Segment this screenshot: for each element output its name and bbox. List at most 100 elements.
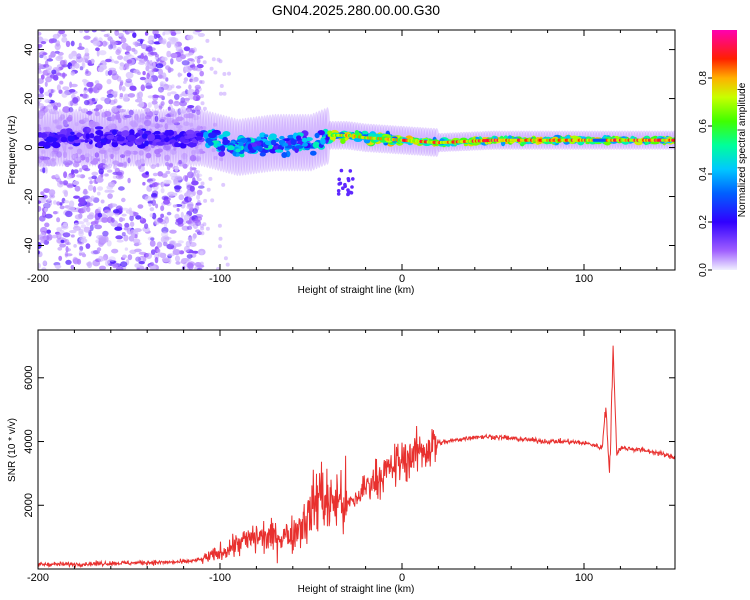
ridge-blob bbox=[279, 135, 285, 140]
noise-blob bbox=[216, 267, 220, 270]
x-tick-label: -200 bbox=[27, 572, 49, 584]
noise-blob bbox=[170, 58, 174, 65]
noise-blob bbox=[103, 110, 112, 117]
ridge-blob bbox=[76, 132, 82, 138]
noise-blob bbox=[110, 90, 119, 95]
noise-blob bbox=[91, 175, 97, 180]
noise-blob bbox=[131, 212, 139, 216]
colorbar-tick-label: 0.8 bbox=[698, 71, 709, 85]
noise-blob bbox=[126, 59, 133, 64]
ridge-blob bbox=[353, 137, 363, 142]
noise-blob bbox=[134, 113, 139, 121]
ridge-blob bbox=[95, 129, 104, 136]
noise-blob bbox=[86, 206, 91, 213]
noise-blob bbox=[186, 220, 192, 224]
noise-blob bbox=[165, 77, 169, 82]
noise-blob bbox=[196, 177, 202, 182]
noise-blob bbox=[54, 174, 60, 179]
noise-blob bbox=[72, 225, 81, 231]
noise-blob bbox=[58, 255, 63, 261]
noise-blob bbox=[49, 194, 56, 199]
noise-blob bbox=[83, 188, 88, 195]
noise-blob bbox=[205, 226, 210, 231]
noise-blob bbox=[159, 81, 164, 88]
noise-blob bbox=[196, 194, 201, 200]
noise-blob bbox=[76, 53, 82, 60]
noise-blob bbox=[110, 59, 115, 63]
noise-blob bbox=[86, 81, 94, 88]
noise-blob bbox=[89, 180, 93, 185]
noise-blob bbox=[196, 189, 203, 196]
ridge-blob bbox=[106, 134, 115, 140]
noise-blob bbox=[128, 207, 133, 213]
noise-blob bbox=[85, 156, 90, 163]
noise-blob bbox=[38, 126, 42, 132]
colorbar-tick-label: 0.2 bbox=[698, 215, 709, 229]
noise-blob bbox=[200, 226, 205, 231]
noise-blob bbox=[125, 63, 130, 70]
noise-blob bbox=[67, 114, 73, 121]
noise-blob bbox=[142, 181, 146, 186]
noise-blob bbox=[87, 59, 92, 66]
noise-blob bbox=[135, 256, 142, 262]
noise-blob bbox=[122, 254, 127, 259]
noise-blob bbox=[336, 192, 341, 196]
noise-blob bbox=[181, 60, 190, 66]
noise-blob bbox=[56, 102, 62, 108]
noise-blob bbox=[199, 261, 204, 266]
noise-blob bbox=[136, 263, 140, 268]
noise-blob bbox=[83, 218, 89, 223]
noise-blob bbox=[144, 195, 152, 202]
noise-blob bbox=[170, 107, 175, 115]
noise-blob bbox=[56, 232, 62, 240]
ridge-blob bbox=[296, 135, 302, 140]
noise-blob bbox=[78, 106, 82, 112]
noise-blob bbox=[151, 100, 156, 106]
noise-blob bbox=[50, 158, 56, 162]
noise-blob bbox=[194, 84, 201, 90]
noise-blob bbox=[97, 66, 104, 73]
colorbar-tick-label: 0.0 bbox=[698, 263, 709, 277]
noise-blob bbox=[186, 34, 194, 41]
noise-blob bbox=[158, 95, 165, 99]
noise-blob bbox=[92, 157, 99, 165]
noise-blob bbox=[62, 180, 69, 186]
noise-blob bbox=[168, 162, 174, 168]
ridge-blob bbox=[195, 132, 204, 137]
noise-blob bbox=[54, 264, 62, 269]
noise-blob bbox=[210, 198, 215, 203]
noise-blob bbox=[102, 164, 109, 168]
noise-blob bbox=[145, 171, 149, 175]
noise-blob bbox=[139, 76, 146, 81]
noise-blob bbox=[191, 79, 197, 83]
x-tick-label: 0 bbox=[399, 572, 405, 584]
noise-blob bbox=[109, 203, 113, 209]
noise-blob bbox=[107, 181, 116, 188]
noise-blob bbox=[157, 124, 163, 128]
noise-blob bbox=[114, 226, 123, 231]
noise-blob bbox=[195, 202, 202, 206]
noise-blob bbox=[202, 126, 207, 131]
noise-blob bbox=[138, 150, 144, 156]
noise-blob bbox=[174, 243, 182, 247]
noise-blob bbox=[152, 94, 160, 99]
noise-blob bbox=[48, 189, 56, 196]
noise-blob bbox=[174, 93, 180, 100]
ridge-blob bbox=[112, 129, 117, 136]
noise-blob bbox=[80, 238, 88, 243]
noise-blob bbox=[101, 158, 107, 164]
noise-blob bbox=[83, 30, 90, 34]
noise-blob bbox=[195, 105, 202, 112]
noise-blob bbox=[62, 86, 70, 91]
noise-blob bbox=[346, 188, 350, 192]
noise-blob bbox=[127, 30, 136, 33]
spectrogram-marks bbox=[38, 30, 675, 270]
noise-blob bbox=[200, 231, 205, 236]
noise-blob bbox=[47, 197, 52, 202]
ridge-blob bbox=[93, 135, 102, 143]
noise-blob bbox=[125, 78, 133, 84]
noise-blob bbox=[38, 70, 44, 74]
noise-blob bbox=[119, 93, 124, 98]
noise-blob bbox=[150, 237, 155, 241]
